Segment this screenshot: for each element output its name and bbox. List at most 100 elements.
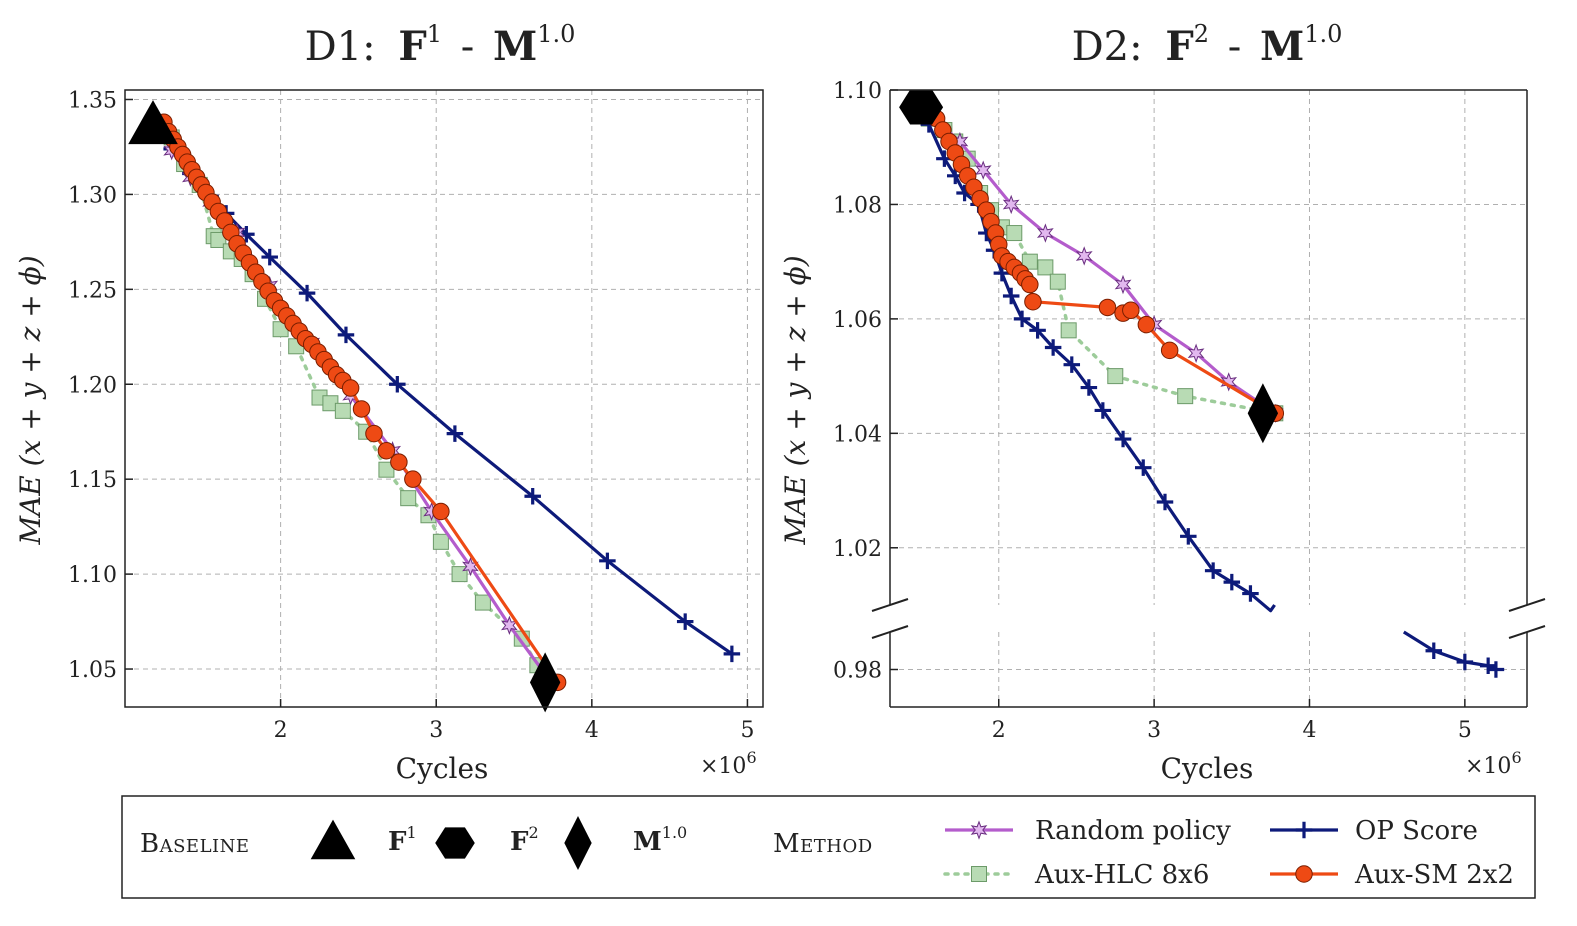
legend-label-op-score: OP Score [1355, 816, 1478, 846]
d2-point-random-policy [1187, 343, 1205, 363]
d2-axis-break-mark [1508, 598, 1546, 612]
panel-d2-baselines [899, 89, 1279, 444]
d2-axis-break-mark [871, 598, 909, 612]
d2-series-aux-sm-2x2 [920, 98, 1285, 423]
panel-d2-ylabel: MAE (x + y + z + ϕ) [779, 255, 812, 545]
d2-point-op-score [1063, 356, 1081, 373]
d1-xtick-label: 2 [274, 718, 288, 743]
d1-point-aux-hlc-8x6 [432, 533, 449, 550]
d2-ytick-label: 0.98 [833, 659, 882, 684]
legend-baseline-label: F1 [388, 823, 417, 857]
d2-baseline-f2 [899, 89, 944, 125]
legend-label-random-policy: Random policy [1035, 816, 1231, 846]
legend-label-aux-sm-2x2: Aux-SM 2x2 [1354, 860, 1514, 890]
legend-baseline-heading: Baseline [140, 829, 250, 859]
panel-d2: D2: F2 - M1.0 2 3 4 5 0.98 1.02 1.04 1.06 1.08 1.… [779, 20, 1546, 785]
panel-d1: D1: F1 - M1.0 2 3 4 5 1.05 1.10 1.15 1.20 1.25 1.… [14, 6, 764, 785]
d1-point-aux-sm-2x2 [377, 441, 396, 460]
d1-point-op-score [337, 326, 355, 344]
panel-d2-frame [871, 89, 1546, 708]
d2-point-random-policy [1036, 223, 1054, 243]
d2-point-aux-sm-2x2 [1137, 315, 1156, 334]
d2-point-aux-sm-2x2 [1024, 292, 1042, 311]
d1-point-aux-hlc-8x6 [210, 231, 227, 248]
d2-ytick-label: 1.10 [833, 79, 882, 104]
legend-marker-diamond [564, 816, 592, 870]
legend-item-op-score: OP Score [1270, 816, 1478, 846]
d1-point-op-score [676, 613, 694, 630]
d2-point-op-score [1479, 657, 1497, 674]
legend-item-aux-sm-2x2: Aux-SM 2x2 [1270, 860, 1514, 890]
d2-point-op-score [1223, 573, 1241, 591]
d1-ytick-label: 1.25 [68, 278, 117, 303]
d1-xtick-label: 4 [585, 718, 599, 743]
legend: Baseline Method F1 F2 M1.0 Random policy Au… [121, 795, 1536, 899]
d2-point-op-score [1002, 287, 1020, 305]
d1-point-aux-sm-2x2 [432, 502, 450, 521]
d2-point-op-score [1242, 585, 1259, 602]
d1-point-aux-hlc-8x6 [474, 594, 491, 611]
panel-d1-title: D1: F1 - M1.0 [305, 6, 576, 70]
legend-marker-triangle [310, 819, 356, 860]
d2-point-aux-hlc-8x6 [1021, 253, 1038, 270]
d2-point-op-score [1180, 528, 1197, 545]
d2-point-op-score [1204, 562, 1222, 579]
panel-d1-ticks: 2 3 4 5 1.05 1.10 1.15 1.20 1.25 1.30 1.35 [68, 88, 754, 743]
d2-point-op-score [1135, 459, 1152, 476]
d1-ytick-label: 1.30 [68, 183, 117, 208]
panel-d1-ylabel: MAE (x + y + z + ϕ) [14, 255, 47, 545]
legend-methods: Random policy Aux-HLC 8x6 OP Score Aux-SM 2… [943, 816, 1514, 890]
d2-point-op-score [1044, 339, 1062, 356]
legend-label-aux-hlc-8x6: Aux-HLC 8x6 [1034, 860, 1209, 890]
panel-d2-grid [890, 89, 1527, 707]
d1-ytick-label: 1.15 [68, 468, 117, 493]
legend-item-random-policy: Random policy [945, 816, 1231, 846]
d2-point-op-score [1456, 653, 1474, 671]
panel-d2-series [912, 97, 1505, 678]
d2-baseline-m1-0 [1247, 383, 1279, 444]
legend-method-heading: Method [773, 829, 873, 859]
d1-point-aux-hlc-8x6 [378, 461, 395, 478]
d2-point-aux-hlc-8x6 [1049, 273, 1066, 290]
d1-point-aux-sm-2x2 [352, 400, 371, 418]
legend-marker-aux-sm-2x2 [1295, 865, 1313, 883]
d1-ytick-label: 1.10 [68, 563, 117, 588]
d2-point-op-score [1425, 642, 1443, 659]
d1-point-op-score [298, 284, 316, 302]
d2-xtick-label: 5 [1458, 718, 1472, 743]
d1-baseline-f1 [128, 100, 178, 145]
d2-point-aux-sm-2x2 [1021, 275, 1039, 294]
d2-point-op-score [1114, 430, 1132, 448]
d1-xtick-label: 3 [429, 718, 443, 743]
panel-d1-grid [125, 90, 763, 707]
legend-marker-aux-hlc-8x6 [971, 866, 987, 882]
d2-point-op-score [1013, 310, 1031, 328]
d2-ytick-label: 1.06 [833, 308, 882, 333]
d1-point-op-score [524, 488, 541, 505]
d1-ytick-label: 1.20 [68, 373, 117, 398]
d2-point-op-score [1156, 493, 1174, 511]
d1-point-op-score [261, 248, 278, 266]
panel-d1-frame [124, 89, 764, 708]
d1-point-aux-hlc-8x6 [334, 402, 351, 419]
legend-marker-random-policy [970, 820, 988, 840]
legend-baseline-label: M1.0 [633, 823, 687, 857]
d1-series-op-score [150, 121, 741, 663]
d1-series-aux-sm-2x2 [155, 113, 567, 692]
d2-point-op-score [1080, 379, 1098, 396]
d2-ytick-label: 1.02 [833, 537, 882, 562]
legend-baselines: F1 F2 M1.0 [310, 816, 687, 870]
legend-marker-op-score [1295, 821, 1313, 839]
d2-point-aux-sm-2x2 [1122, 301, 1140, 320]
panel-d1-baselines [128, 100, 561, 713]
d2-point-aux-hlc-8x6 [1177, 388, 1194, 405]
d2-ytick-label: 1.08 [833, 193, 882, 218]
d1-baseline-m1-0 [529, 652, 561, 713]
d2-point-op-score [1487, 661, 1505, 678]
panel-d1-xlabel: Cycles [396, 752, 489, 785]
d1-point-aux-sm-2x2 [404, 470, 422, 488]
legend-baseline-label: F2 [510, 823, 539, 857]
d2-point-aux-hlc-8x6 [1060, 322, 1077, 339]
d2-point-random-policy [1114, 274, 1132, 295]
